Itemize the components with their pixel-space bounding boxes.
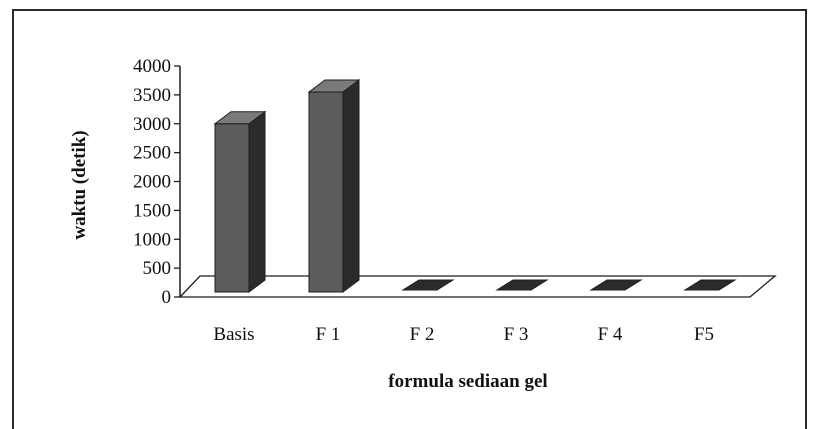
- y-tick-label: 3000: [133, 114, 171, 135]
- x-tick-labels: Basis F 1 F 2 F 3 F 4 F5: [213, 324, 714, 345]
- x-tick-label: F 4: [598, 324, 623, 345]
- bar-flat: [589, 279, 643, 291]
- x-tick-label: F 2: [410, 324, 435, 345]
- bar-flat: [683, 279, 737, 291]
- bar-front: [214, 123, 250, 293]
- bars: [213, 78, 737, 293]
- chart-frame: [12, 9, 807, 429]
- bar-flat: [495, 279, 549, 291]
- chart-floor: [178, 275, 777, 298]
- bar-front: [308, 91, 344, 293]
- y-tick-label: 500: [143, 258, 172, 279]
- y-tick-label: 0: [162, 287, 172, 308]
- x-tick-label: F 3: [504, 324, 529, 345]
- y-tick-label: 2000: [133, 172, 171, 193]
- bar-f1: [307, 78, 361, 293]
- y-tick-label: 1500: [133, 200, 171, 221]
- x-tick-label: F 1: [316, 324, 341, 345]
- bar-f5: [683, 279, 737, 291]
- y-axis: 0 500 1000 1500 2000 2500 3000 3500 4000: [133, 56, 181, 308]
- y-tick-label: 4000: [133, 56, 171, 77]
- bar-side: [342, 78, 360, 293]
- bar-top: [213, 111, 267, 125]
- y-axis-title: waktu (detik): [69, 130, 90, 239]
- x-tick-label: F5: [694, 324, 714, 345]
- bar-side: [248, 110, 266, 293]
- bar-flat: [401, 279, 455, 291]
- y-tick-label: 1000: [133, 229, 171, 250]
- y-tick-label: 2500: [133, 143, 171, 164]
- floor-plane: [178, 275, 777, 298]
- bar-f2: [401, 279, 455, 291]
- bar-basis: [213, 110, 267, 293]
- bar-f3: [495, 279, 549, 291]
- bar-top: [307, 79, 361, 93]
- x-axis-title: formula sediaan gel: [388, 371, 547, 392]
- bar-f4: [589, 279, 643, 291]
- y-tick-label: 3500: [133, 85, 171, 106]
- x-tick-label: Basis: [213, 324, 254, 345]
